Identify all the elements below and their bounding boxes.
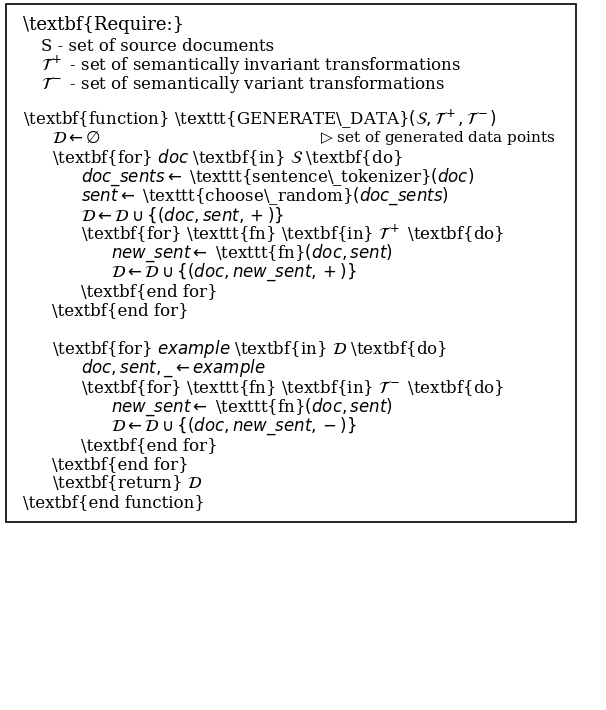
Text: \textbf{end function}: \textbf{end function}: [23, 494, 205, 511]
Text: \textbf{function} \texttt{GENERATE\_DATA}$(\mathcal{S}, \mathcal{T}^+, \mathcal{: \textbf{function} \texttt{GENERATE\_DATA…: [23, 108, 497, 131]
Text: \textbf{for} \texttt{fn} \textbf{in} $\mathcal{T}^+$ \textbf{do}: \textbf{for} \texttt{fn} \textbf{in} $\m…: [81, 223, 505, 246]
Text: \textbf{end for}: \textbf{end for}: [81, 437, 218, 454]
Text: $\mathcal{T}^+$ - set of semantically invariant transformations: $\mathcal{T}^+$ - set of semantically in…: [41, 54, 461, 77]
Text: \textbf{Require:}: \textbf{Require:}: [23, 16, 184, 34]
Text: \textbf{end for}: \textbf{end for}: [81, 283, 218, 300]
Text: $\mathcal{D} \leftarrow \mathcal{D} \cup \{(\mathit{doc}, \mathit{sent}, +)\}$: $\mathcal{D} \leftarrow \mathcal{D} \cup…: [81, 205, 284, 225]
Text: \textbf{for} $\mathit{doc}$ \textbf{in} $\mathcal{S}$ \textbf{do}: \textbf{for} $\mathit{doc}$ \textbf{in} …: [52, 147, 403, 168]
Text: \textbf{end for}: \textbf{end for}: [52, 456, 189, 473]
Text: $\mathcal{D} \leftarrow \emptyset$: $\mathcal{D} \leftarrow \emptyset$: [52, 130, 101, 147]
Text: $\mathcal{D} \leftarrow \mathcal{D} \cup \{(\mathit{doc}, \mathit{new\_sent}, +): $\mathcal{D} \leftarrow \mathcal{D} \cup…: [110, 262, 356, 283]
Text: \textbf{end for}: \textbf{end for}: [52, 302, 189, 320]
Text: \textbf{for} $\mathit{example}$ \textbf{in} $\mathcal{D}$ \textbf{do}: \textbf{for} $\mathit{example}$ \textbf{…: [52, 339, 448, 360]
Text: S - set of source documents: S - set of source documents: [41, 38, 274, 55]
Text: \textbf{for} \texttt{fn} \textbf{in} $\mathcal{T}^-$ \textbf{do}: \textbf{for} \texttt{fn} \textbf{in} $\m…: [81, 378, 505, 398]
Text: $\mathit{new\_sent} \leftarrow$ \texttt{fn}$(\mathit{doc}, \mathit{sent})$: $\mathit{new\_sent} \leftarrow$ \texttt{…: [110, 396, 392, 417]
Text: $\mathit{sent} \leftarrow$ \texttt{choose\_random}$(\mathit{doc\_sents})$: $\mathit{sent} \leftarrow$ \texttt{choos…: [81, 185, 450, 207]
Text: $\mathit{new\_sent} \leftarrow$ \texttt{fn}$(\mathit{doc}, \mathit{sent})$: $\mathit{new\_sent} \leftarrow$ \texttt{…: [110, 243, 392, 264]
Text: $\triangleright$ set of generated data points: $\triangleright$ set of generated data p…: [320, 129, 556, 148]
Text: $\mathcal{D} \leftarrow \mathcal{D} \cup \{(\mathit{doc}, \mathit{new\_sent}, -): $\mathcal{D} \leftarrow \mathcal{D} \cup…: [110, 415, 356, 437]
Text: \textbf{return} $\mathcal{D}$: \textbf{return} $\mathcal{D}$: [52, 474, 202, 493]
Text: $\mathcal{T}^-$ - set of semantically variant transformations: $\mathcal{T}^-$ - set of semantically va…: [41, 74, 444, 95]
Text: $\mathit{doc}, \mathit{sent}, \_ \leftarrow \mathit{example}$: $\mathit{doc}, \mathit{sent}, \_ \leftar…: [81, 358, 266, 379]
Text: $\mathit{doc\_sents} \leftarrow$ \texttt{sentence\_tokenizer}$(\mathit{doc})$: $\mathit{doc\_sents} \leftarrow$ \texttt…: [81, 166, 474, 187]
